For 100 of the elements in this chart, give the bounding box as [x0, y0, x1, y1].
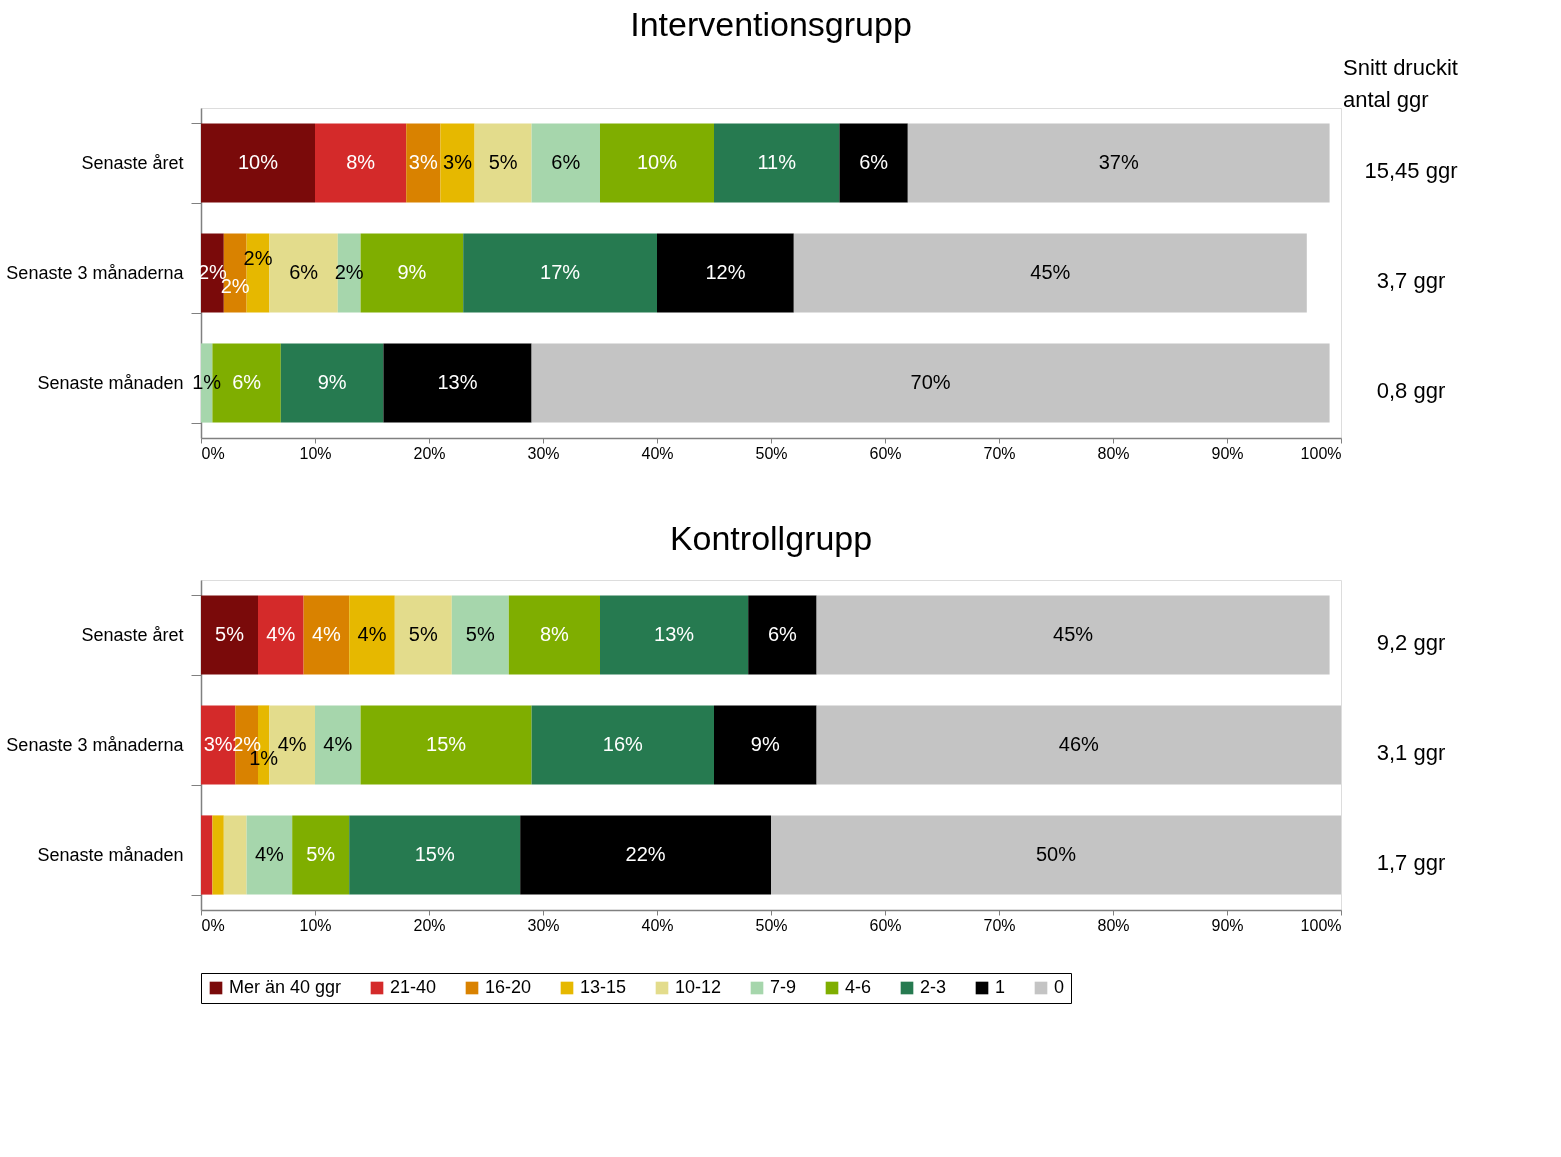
- bar: [349, 815, 521, 895]
- x-tick-label: 60%: [869, 916, 902, 934]
- x-tick-label: 80%: [1097, 444, 1130, 462]
- data-label: 5%: [215, 623, 245, 645]
- x-tick-label: 20%: [413, 916, 446, 934]
- bar: [315, 705, 361, 785]
- data-label: 6%: [289, 261, 319, 283]
- bar: [907, 123, 1330, 203]
- data-label: 9%: [397, 261, 427, 283]
- bar: [600, 595, 749, 675]
- bar: [714, 705, 817, 785]
- data-label: 17%: [540, 261, 581, 283]
- data-label: 9%: [750, 733, 780, 755]
- data-label: 15%: [426, 733, 467, 755]
- legend-label: 4-6: [845, 977, 872, 997]
- data-label: 70%: [910, 371, 951, 393]
- legend-label: 21-40: [390, 977, 437, 997]
- bar: [292, 815, 350, 895]
- data-label: 13%: [437, 371, 478, 393]
- data-label: 15%: [414, 843, 455, 865]
- legend-label: 0: [1054, 977, 1065, 997]
- x-tick-label: 90%: [1211, 444, 1244, 462]
- x-tick-label: 20%: [413, 444, 446, 462]
- x-tick-label: 80%: [1097, 916, 1130, 934]
- data-label: 16%: [602, 733, 644, 755]
- bar: [816, 705, 1341, 785]
- bar: [714, 123, 840, 203]
- bar: [303, 595, 350, 675]
- bar: [258, 595, 304, 675]
- chart-title: Kontrollgrupp: [669, 519, 873, 557]
- bar: [771, 815, 1341, 895]
- bar: [406, 123, 441, 203]
- data-label: 12%: [705, 261, 746, 283]
- y-tick-label: Senaste 3 månaderna: [6, 734, 185, 755]
- y-tick-label: Senaste månaden: [37, 844, 184, 865]
- y-tick-label: Senaste månaden: [37, 372, 184, 393]
- x-tick-label: 70%: [983, 444, 1016, 462]
- bar: [531, 343, 1330, 423]
- bar: [349, 595, 395, 675]
- data-label: 5%: [306, 843, 336, 865]
- data-label: 11%: [757, 151, 797, 173]
- text: 3,7 ggr: [1376, 268, 1446, 293]
- data-label: 5%: [465, 623, 495, 645]
- bar: [508, 595, 600, 675]
- text: 9,2 ggr: [1376, 630, 1446, 655]
- data-label: 10%: [636, 151, 678, 173]
- data-label: 13%: [654, 623, 695, 645]
- data-label: 8%: [346, 151, 376, 173]
- legend-label: 7-9: [770, 977, 797, 997]
- data-label: 45%: [1030, 261, 1071, 283]
- x-tick-label: 60%: [869, 444, 902, 462]
- x-tick-label: 50%: [755, 444, 788, 462]
- chart-title: Interventionsgrupp: [630, 5, 912, 43]
- data-label: 4%: [266, 623, 296, 645]
- data-label: 6%: [859, 151, 889, 173]
- data-label: 6%: [551, 151, 581, 173]
- bar: [212, 815, 224, 895]
- text: Snitt druckit antal ggr: [1343, 55, 1458, 112]
- data-label: 3%: [443, 151, 473, 173]
- data-label: 5%: [488, 151, 518, 173]
- data-label: 8%: [539, 623, 570, 645]
- bar: [657, 233, 794, 313]
- bar: [520, 815, 771, 895]
- data-label: 45%: [1053, 623, 1094, 645]
- legend-label: 1: [995, 977, 1006, 997]
- text: 3,1 ggr: [1376, 740, 1446, 765]
- data-label: 10%: [237, 151, 279, 173]
- bar: [440, 123, 475, 203]
- text: 0,8 ggr: [1376, 378, 1446, 403]
- data-label: 4%: [357, 623, 387, 645]
- data-label: 6%: [232, 371, 262, 393]
- x-tick-label: 90%: [1211, 916, 1244, 934]
- bar: [383, 343, 532, 423]
- data-label: 3%: [203, 733, 233, 755]
- data-label: 4%: [323, 733, 353, 755]
- legend-label: Mer än 40 ggr: [229, 977, 342, 997]
- bar: [280, 343, 384, 423]
- x-tick-label: 70%: [983, 916, 1016, 934]
- legend-label: 10-12: [675, 977, 722, 997]
- x-tick-label: 50%: [755, 916, 788, 934]
- data-label: 5%: [408, 623, 438, 645]
- bar: [394, 595, 452, 675]
- bar: [531, 123, 600, 203]
- bar: [315, 123, 407, 203]
- data-label: 22%: [625, 843, 666, 865]
- x-tick-label: 30%: [527, 916, 560, 934]
- data-label: 6%: [767, 623, 798, 645]
- data-label: 50%: [1035, 843, 1077, 865]
- legend-label: 13-15: [580, 977, 627, 997]
- x-tick-label: 40%: [641, 444, 674, 462]
- bar: [816, 595, 1330, 675]
- x-tick-label: 100%: [1300, 916, 1342, 934]
- bar: [463, 233, 657, 313]
- data-label: 46%: [1058, 733, 1100, 755]
- bar: [793, 233, 1307, 313]
- data-label: 37%: [1098, 151, 1139, 173]
- data-label: 3%: [408, 151, 438, 173]
- bar: [201, 815, 213, 895]
- x-tick-label: 10%: [299, 444, 332, 462]
- x-tick-label: 0%: [201, 916, 225, 934]
